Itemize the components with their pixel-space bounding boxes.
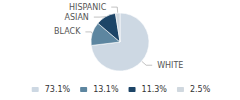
svg-text:11.3%: 11.3% (142, 85, 168, 94)
svg-text:ASIAN: ASIAN (64, 13, 88, 22)
svg-text:2.5%: 2.5% (190, 85, 211, 94)
svg-text:WHITE: WHITE (157, 61, 183, 70)
svg-text:BLACK: BLACK (54, 27, 81, 36)
svg-text:13.1%: 13.1% (93, 85, 119, 94)
svg-text:HISPANIC: HISPANIC (69, 3, 107, 12)
svg-text:73.1%: 73.1% (45, 85, 71, 94)
